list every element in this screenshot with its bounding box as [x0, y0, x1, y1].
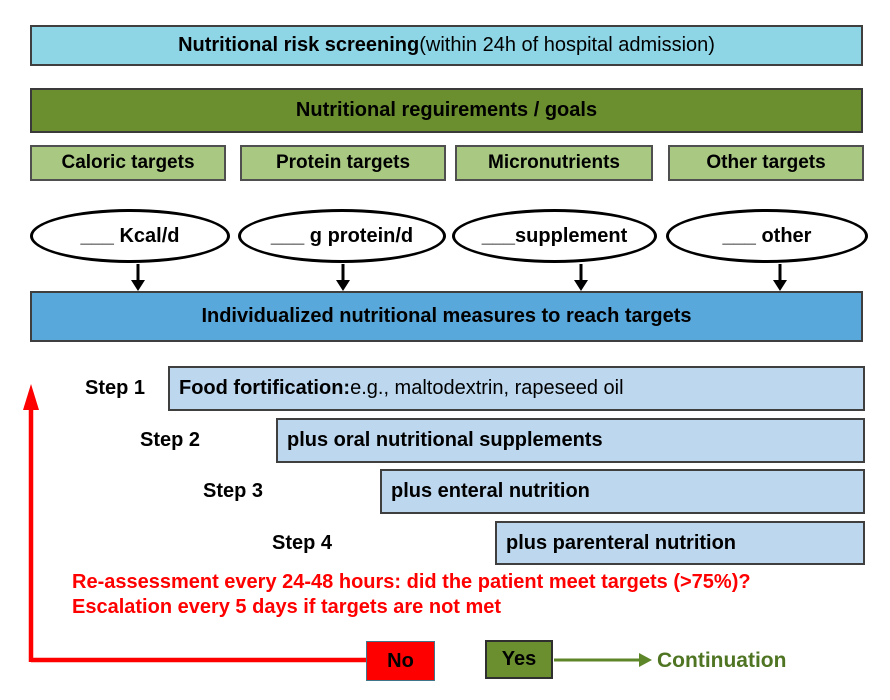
ellipse-kcal-label: ___ Kcal/d — [80, 224, 180, 247]
target-box-protein: Protein targets — [240, 145, 446, 181]
reassessment-line-2: Escalation every 5 days if targets are n… — [72, 596, 502, 618]
step-3-text-bold: plus enteral nutrition — [391, 480, 590, 502]
down-arrow-kcal — [131, 264, 145, 291]
screening-title-bold: Nutritional risk screening — [178, 34, 420, 56]
measures-label: Individualized nutritional measures to r… — [201, 305, 692, 327]
yes-label: Yes — [501, 648, 537, 670]
target-other-label: Other targets — [706, 152, 826, 173]
continuation-label: Continuation — [657, 649, 787, 672]
ellipse-supplement: ___supplement — [452, 209, 657, 263]
ellipse-other-label: ___ other — [722, 224, 812, 247]
step-1-box: Food fortification: e.g., maltodextrin, … — [168, 366, 865, 411]
target-box-other: Other targets — [668, 145, 864, 181]
step-1-text-rest: e.g., maltodextrin, rapeseed oil — [350, 377, 624, 399]
step-2-text-bold: plus oral nutritional supplements — [287, 429, 603, 451]
reassessment-line-1: Re-assessment every 24-48 hours: did the… — [72, 571, 751, 593]
continuation-arrow — [554, 653, 652, 667]
screening-title-rest: (within 24h of hospital admission) — [419, 34, 715, 56]
target-protein-label: Protein targets — [275, 152, 411, 173]
step-3-box: plus enteral nutrition — [380, 469, 865, 514]
yes-box: Yes — [485, 640, 553, 679]
no-label: No — [387, 649, 414, 672]
ellipse-protein: ___ g protein/d — [238, 209, 446, 263]
no-box: No — [366, 641, 435, 681]
step-4-box: plus parenteral nutrition — [495, 521, 865, 565]
step-2-box: plus oral nutritional supplements — [276, 418, 865, 463]
ellipse-kcal: ___ Kcal/d — [30, 209, 230, 263]
target-micronutrients-label: Micronutrients — [488, 152, 620, 173]
step-1-label: Step 1 — [85, 377, 146, 399]
target-caloric-label: Caloric targets — [61, 152, 195, 173]
step-3-label: Step 3 — [203, 480, 264, 502]
down-arrow-protein — [336, 264, 350, 291]
requirements-label: Nutritional reguirements / goals — [295, 99, 598, 121]
step-4-text-bold: plus parenteral nutrition — [506, 531, 737, 554]
step-2-label: Step 2 — [140, 429, 201, 451]
ellipse-protein-label: ___ g protein/d — [270, 224, 414, 247]
requirements-box: Nutritional reguirements / goals — [30, 88, 863, 133]
screening-box: Nutritional risk screening (within 24h o… — [30, 25, 863, 66]
step-1-text-bold: Food fortification: — [179, 377, 351, 399]
ellipse-supplement-label: ___supplement — [481, 224, 628, 247]
target-box-caloric: Caloric targets — [30, 145, 226, 181]
reassessment-text: Re-assessment every 24-48 hours: did the… — [72, 570, 862, 620]
measures-box: Individualized nutritional measures to r… — [30, 291, 863, 342]
down-arrow-supplement — [574, 264, 588, 291]
target-box-micronutrients: Micronutrients — [455, 145, 653, 181]
ellipse-other: ___ other — [666, 209, 868, 263]
step-4-label: Step 4 — [272, 531, 333, 554]
down-arrow-other — [773, 264, 787, 291]
